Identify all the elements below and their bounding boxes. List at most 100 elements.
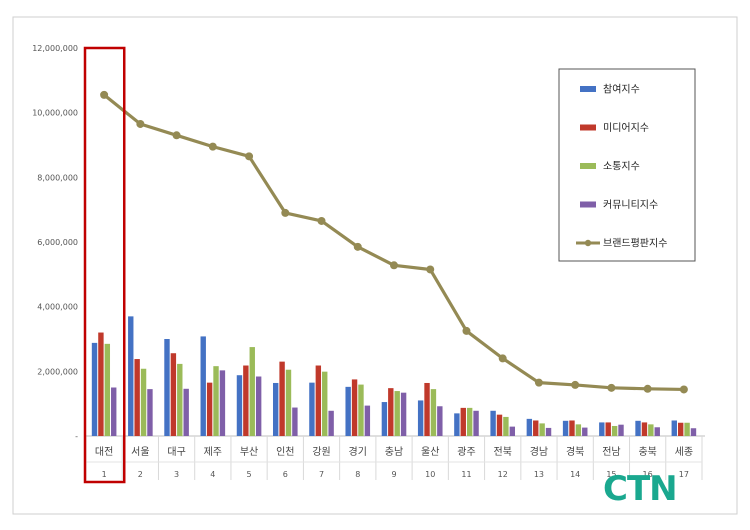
bar-2-4: [249, 347, 255, 436]
category-index: 17: [679, 470, 689, 479]
bar-1-9: [424, 382, 430, 436]
legend-label: 참여지수: [603, 84, 640, 96]
category-label: 경북: [566, 445, 584, 458]
category-index: 12: [498, 470, 508, 479]
category-index: 14: [570, 470, 580, 479]
bar-3-0: [111, 387, 117, 436]
bar-3-7: [364, 405, 371, 436]
brand-index-point: [498, 354, 507, 363]
bar-0-10: [454, 413, 460, 436]
bar-3-6: [328, 410, 334, 436]
y-tick-label: 12,000,000: [32, 44, 78, 53]
bar-1-3: [206, 382, 213, 436]
bar-2-9: [430, 389, 437, 436]
bar-2-3: [213, 366, 219, 436]
brand-index-point: [317, 216, 326, 225]
brand-index-point: [136, 119, 145, 128]
category-index: 9: [391, 470, 396, 479]
bar-0-11: [490, 410, 496, 436]
category-label: 충북: [638, 446, 656, 458]
brand-index-point: [172, 131, 181, 140]
bar-0-5: [272, 382, 279, 436]
bar-3-16: [690, 428, 697, 436]
bar-2-8: [394, 391, 400, 436]
bar-3-2: [183, 388, 189, 436]
category-label: 광주: [457, 446, 475, 458]
bar-3-14: [618, 424, 624, 436]
bar-0-9: [417, 400, 424, 436]
bar-2-2: [177, 363, 183, 436]
category-label: 대전: [95, 446, 113, 458]
y-tick-label: 2,000,000: [37, 367, 78, 376]
category-label: 경기: [349, 445, 367, 458]
bar-2-12: [539, 423, 545, 436]
bar-2-5: [285, 369, 292, 436]
brand-index-point: [208, 142, 217, 151]
y-tick-label: -: [75, 432, 78, 441]
bar-3-13: [582, 427, 588, 436]
legend-swatch: [580, 86, 596, 92]
category-table-grid: [85, 436, 703, 480]
bar-0-3: [200, 336, 206, 436]
bar-0-6: [309, 382, 315, 436]
legend-line-marker: [584, 239, 592, 247]
bar-0-13: [562, 420, 569, 436]
bar-0-0: [91, 342, 98, 436]
ctn-logo: CTN: [603, 469, 678, 509]
category-label: 전남: [602, 446, 620, 458]
bar-0-15: [635, 420, 641, 436]
bar-1-16: [677, 422, 684, 436]
legend-label: 브랜드평판지수: [603, 238, 667, 250]
bar-2-0: [104, 343, 111, 436]
category-index: 10: [425, 470, 435, 479]
bar-3-12: [545, 427, 552, 436]
brand-index-point: [245, 152, 254, 161]
category-index: 4: [210, 470, 215, 479]
bar-3-5: [292, 407, 298, 436]
legend-label: 미디어지수: [603, 122, 649, 134]
category-labels: 대전 1 서울 2 대구 3 제주 4 부산 5 인천 6 강원 7 경기 8 충남 9 울산 10 광주 11 전북 12 경…: [95, 445, 693, 479]
bar-1-10: [460, 407, 466, 436]
bar-3-15: [654, 427, 660, 436]
category-index: 15: [606, 470, 616, 479]
category-index: 13: [534, 470, 544, 479]
category-label: 강원: [312, 446, 330, 458]
category-label: 충남: [385, 446, 403, 458]
bar-1-12: [533, 420, 539, 436]
category-index: 8: [355, 470, 360, 479]
bar-1-11: [496, 414, 503, 436]
legend-swatch: [580, 163, 596, 169]
y-axis-ticks: 12,000,000 10,000,000 8,000,000 6,000,000 4,…: [32, 44, 78, 441]
bar-3-10: [473, 410, 479, 436]
category-index: 6: [283, 470, 288, 479]
category-label: 서울: [131, 446, 149, 458]
y-tick-label: 4,000,000: [37, 303, 78, 312]
bar-1-1: [134, 359, 140, 436]
brand-index-point: [100, 90, 109, 99]
brand-index-point: [679, 385, 688, 394]
category-index: 11: [461, 470, 471, 479]
brand-index-point: [571, 380, 580, 389]
bar-1-4: [243, 365, 249, 436]
bar-2-7: [358, 384, 364, 436]
category-index: 1: [102, 470, 107, 479]
bar-1-7: [351, 379, 358, 436]
category-label: 세종: [675, 446, 693, 458]
category-index: 16: [643, 470, 653, 479]
bar-1-14: [605, 422, 611, 436]
bar-1-5: [279, 361, 285, 436]
brand-index-point: [643, 384, 652, 393]
bar-3-9: [437, 406, 443, 436]
bar-0-12: [526, 418, 533, 436]
category-index: 3: [174, 470, 179, 479]
bar-2-16: [684, 422, 690, 436]
bar-2-13: [575, 424, 582, 436]
bar-1-0: [98, 332, 104, 436]
brand-index-point: [426, 265, 435, 274]
line-series: [100, 90, 688, 394]
bar-2-10: [466, 407, 473, 436]
bar-1-15: [641, 422, 648, 436]
category-index: 7: [319, 470, 324, 479]
bar-1-13: [569, 420, 575, 436]
